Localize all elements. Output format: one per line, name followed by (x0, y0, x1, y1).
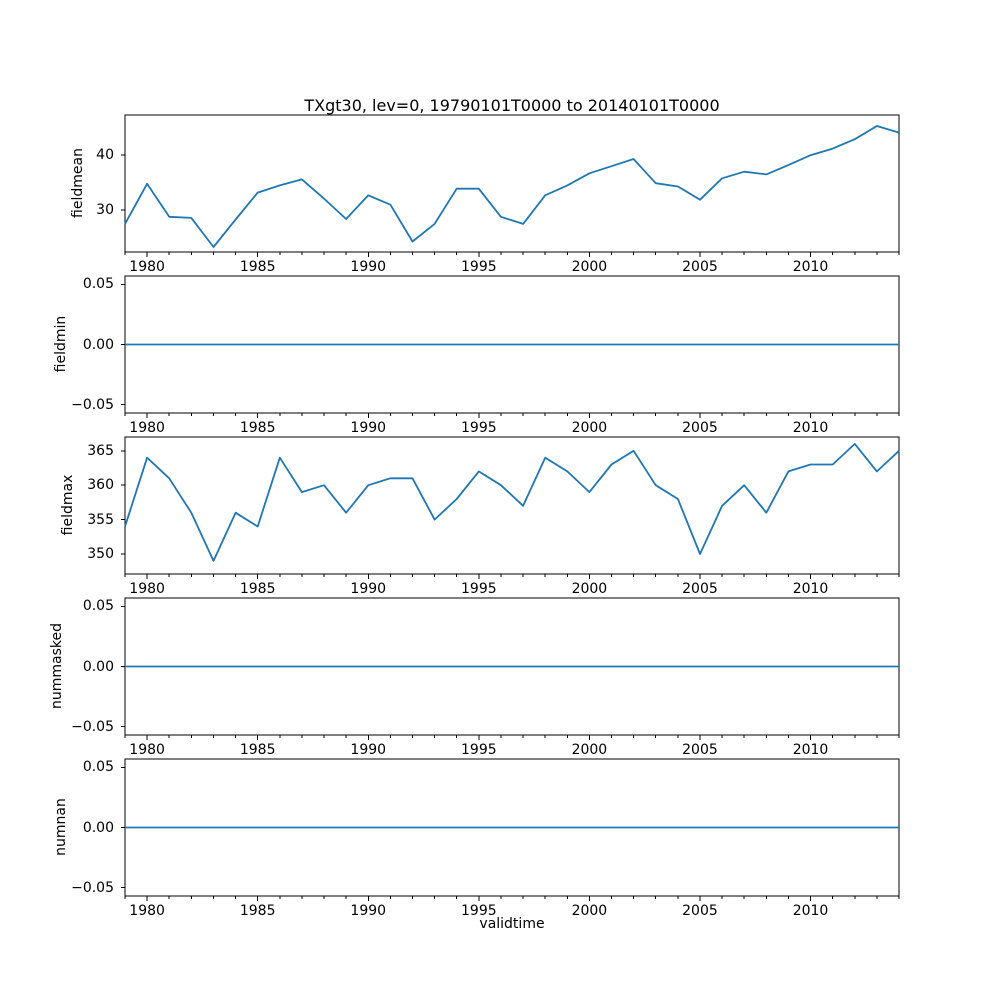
y-tick-label: 0.05 (82, 276, 114, 293)
y-tick-label: 355 (87, 511, 114, 528)
y-tick-label: 0.00 (82, 336, 114, 353)
x-tick-label: 2010 (792, 742, 829, 758)
y-tick-label: −0.05 (71, 718, 114, 735)
data-line (124, 442, 900, 562)
x-tick-label: 2010 (792, 259, 829, 275)
y-tick-label: 360 (87, 477, 114, 494)
x-tick-label: 1995 (461, 903, 497, 919)
x-tick-label: 1985 (239, 581, 276, 597)
x-tick-label: 1995 (461, 581, 497, 597)
x-tick-label: 1995 (461, 742, 497, 758)
data-line (124, 125, 900, 248)
x-tick-label: 1990 (350, 581, 387, 597)
x-tick-label: 2000 (571, 420, 608, 436)
x-tick-label: 1985 (239, 259, 276, 275)
x-tick-label: 2005 (682, 581, 718, 597)
y-tick-label: 350 (87, 546, 114, 563)
x-tick-label: 1980 (129, 742, 165, 758)
x-tick-label: 1990 (350, 420, 387, 436)
x-tick-label: 2005 (682, 259, 718, 275)
y-tick-label: 365 (87, 442, 114, 459)
y-tick-label: 40 (96, 147, 114, 164)
xlabel-validtime: validtime (479, 916, 545, 932)
y-tick-label: 0.05 (82, 759, 114, 776)
x-tick-label: 2010 (792, 581, 829, 597)
x-tick-label: 1980 (129, 259, 165, 275)
y-tick-label: 0.00 (82, 658, 114, 675)
x-tick-label: 2005 (682, 420, 718, 436)
y-tick-label: 0.05 (82, 598, 114, 615)
x-tick-label: 2010 (792, 903, 829, 919)
x-tick-label: 1995 (461, 259, 497, 275)
chart-title: TXgt30, lev=0, 19790101T0000 to 20140101… (304, 96, 720, 115)
x-tick-label: 2000 (571, 742, 608, 758)
x-tick-label: 1990 (350, 742, 387, 758)
y-tick-label: −0.05 (71, 879, 114, 896)
x-tick-label: 2000 (571, 903, 608, 919)
x-tick-label: 2000 (571, 259, 608, 275)
y-tick-label: −0.05 (71, 396, 114, 413)
x-tick-label: 1980 (129, 420, 165, 436)
x-tick-label: 1990 (350, 903, 387, 919)
x-tick-label: 1980 (129, 581, 165, 597)
x-tick-label: 1995 (461, 420, 497, 436)
y-tick-label: 0.00 (82, 819, 114, 836)
x-tick-label: 2005 (682, 903, 718, 919)
y-tick-label: 30 (96, 202, 114, 219)
x-tick-label: 2005 (682, 742, 718, 758)
x-tick-label: 1985 (239, 420, 276, 436)
x-tick-label: 1980 (129, 903, 165, 919)
x-tick-label: 1985 (239, 742, 276, 758)
x-tick-label: 1990 (350, 259, 387, 275)
x-tick-label: 1985 (239, 903, 276, 919)
x-tick-label: 2010 (792, 420, 829, 436)
x-tick-label: 2000 (571, 581, 608, 597)
